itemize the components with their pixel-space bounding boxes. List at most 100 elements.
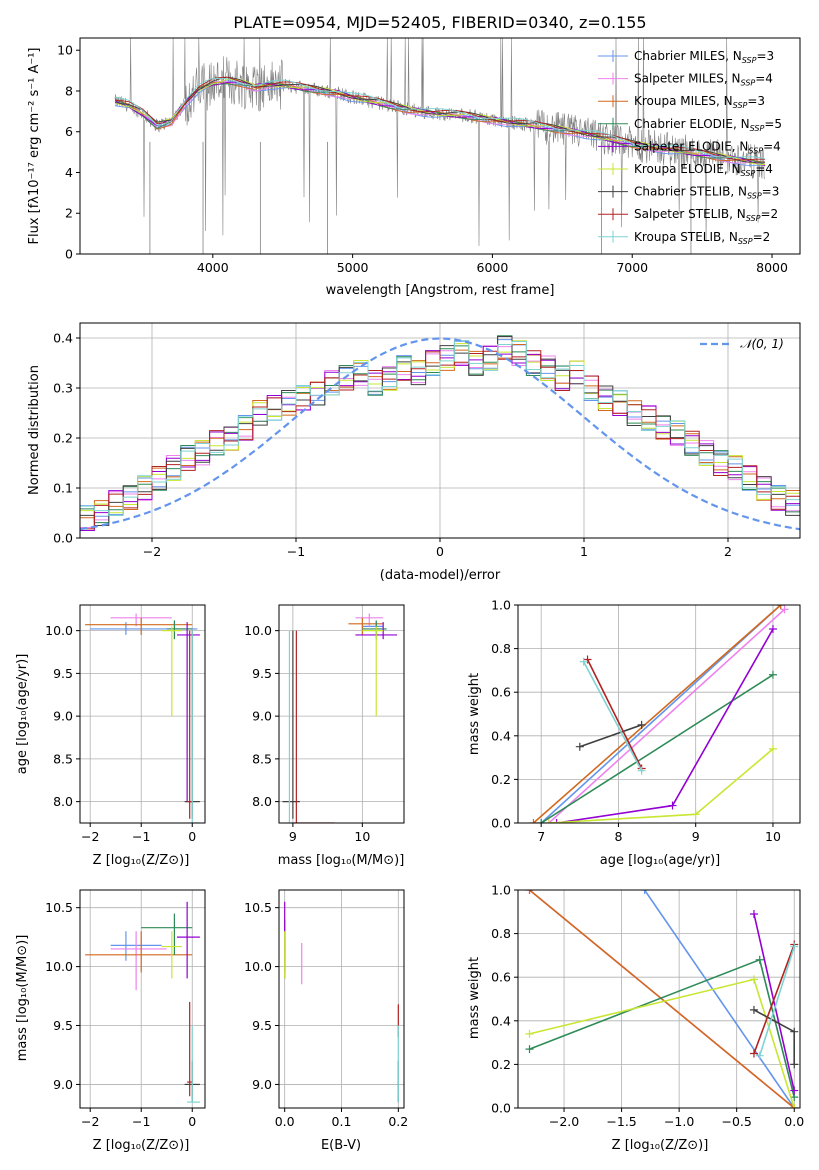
residuals-panel: −2 −1 0 1 2 0.0 0.1 0.2 0.3 0.4 𝒩(0, 1) [53,322,801,559]
age-vs-mass-ytick-label: 9.0 [252,709,272,724]
legend-label: Chabrier ELODIE, NSSP=5 [634,117,782,133]
weight-vs-Z-panel: −2.0 −1.5 −1.0 −0.5 0.0 0.0 0.2 0.4 0.6 0.8 1.0 [491,883,804,1130]
spectrum-panel: 4000 5000 6000 7000 8000 0 2 4 6 8 10 Chabrier MILE… [57,37,801,275]
weight-marker [749,975,758,984]
weight-vs-age-xtick-label: 9 [692,829,700,844]
mass-vs-ebv-plot-area [284,901,399,1103]
age-vs-Z-frame [79,604,206,824]
weight-marker [749,909,758,918]
weight-vs-Z-xtick-label: 0.0 [784,1114,804,1129]
age-vs-mass-ytick-label: 9.5 [252,666,272,681]
weight-marker [544,819,553,823]
weight-vs-Z-ytick-label: 0.4 [491,1013,511,1028]
spectrum-xtick-label: 4000 [197,260,229,275]
weight-marker [691,810,700,819]
spectrum-ytick-label: 0 [65,247,73,262]
mass-vs-ebv-xtick-label: 0.2 [388,1114,408,1129]
age-vs-Z-ytick-label: 9.0 [53,709,73,724]
weight-line [528,890,795,1108]
weight-marker [749,1049,758,1058]
weight-marker [575,742,584,751]
residuals-frame [79,322,801,539]
mass-vs-Z-xtick-label: 0 [188,1114,196,1129]
weight-line [753,913,795,1091]
residuals-ytick-label: 0.4 [53,331,73,346]
weight-vs-Z-ytick-label: 0.6 [491,970,511,985]
residuals-xtick-label: −2 [143,544,161,559]
weight-vs-age-plot-area [529,605,789,823]
weight-vs-age-frame [517,604,801,824]
spectrum-ytick-label: 10 [57,43,73,58]
spectrum-model-line [114,78,766,166]
spectrum-xtick-label: 8000 [756,260,788,275]
weight-marker [768,744,777,753]
mass-vs-Z-plot-area [85,901,200,1103]
weight-z-ylabel: mass weight [467,957,482,1039]
weight-marker [525,1045,534,1054]
weight-vs-Z-ytick-label: 0.0 [491,1101,511,1116]
residuals-plot-area [80,335,800,538]
age-vs-Z-ytick-label: 9.5 [53,666,73,681]
weight-marker [579,657,588,666]
spectrum-model-line [114,77,766,160]
age-vs-mass-xtick-label: 10 [354,829,370,844]
gaussian-legend-label: 𝒩(0, 1) [740,337,784,351]
spectrum-data-line [114,38,765,246]
weight-line [556,628,774,823]
weight-age-xlabel: age [log₁₀(age/yr)] [600,853,721,868]
spectrum-ytick-label: 8 [65,83,73,98]
mass-vs-Z-ytick-label: 10.0 [45,959,73,974]
weight-vs-age-ytick-label: 1.0 [491,598,511,613]
residual-histogram-step [80,350,800,538]
age-z-ylabel: age [log₁₀(age/yr)] [15,654,30,775]
weight-marker [790,942,799,951]
weight-marker [790,1060,799,1069]
residuals-ylabel: Normed distribution [27,365,42,495]
mass-vs-Z-ytick-label: 9.5 [53,1018,73,1033]
residual-histogram-step [80,340,800,538]
legend-label: Chabrier MILES, NSSP=3 [634,49,774,65]
residuals-xtick-label: 2 [724,544,732,559]
mass-vs-ebv-ytick-label: 10.0 [244,959,272,974]
weight-line [532,605,782,823]
weight-vs-Z-ytick-label: 1.0 [491,883,511,898]
residuals-ytick-label: 0.3 [53,381,73,396]
weight-vs-age-ytick-label: 0.6 [491,685,511,700]
age-vs-Z-panel: −2 −1 0 8.0 8.5 9.0 9.5 10.0 [45,604,206,844]
age-vs-mass-ytick-label: 8.5 [252,751,272,766]
spectrum-ytick-label: 6 [65,124,73,139]
mass-vs-ebv-xtick-label: 0.0 [275,1114,295,1129]
residuals-ytick-label: 0.0 [53,531,73,546]
spectrum-frame [79,37,801,255]
weight-line [753,944,795,1054]
weight-vs-Z-xtick-label: −0.5 [722,1114,752,1129]
spectrum-xtick-label: 7000 [616,260,648,275]
legend-label: Chabrier STELIB, NSSP=3 [634,185,779,201]
weight-marker [790,1027,799,1036]
age-vs-Z-plot-area [85,613,200,823]
weight-marker [749,1005,758,1014]
legend-label: Salpeter MILES, NSSP=4 [634,72,773,88]
mass-vs-ebv-xtick-label: 0.1 [332,1114,352,1129]
weight-marker [790,1104,799,1108]
legend-label: Kroupa MILES, NSSP=3 [634,94,765,110]
residuals-xlabel: (data-model)/error [380,568,501,583]
spectrum-xtick-label: 5000 [337,260,369,275]
mass-vs-ebv-ytick-label: 9.5 [252,1018,272,1033]
weight-marker [537,819,546,823]
spectrum-model-line [114,76,766,161]
weight-vs-age-ytick-label: 0.4 [491,728,511,743]
weight-line [540,605,782,823]
mass-vs-Z-ytick-label: 9.0 [53,1077,73,1092]
weight-marker [768,624,777,633]
residuals-xtick-label: −1 [287,544,305,559]
weight-marker [768,670,777,679]
mass-z-xlabel: Z [log₁₀(Z/Z⊙)] [93,1138,190,1153]
spectrum-xtick-label: 6000 [477,260,509,275]
spectrum-ytick-label: 2 [65,206,73,221]
weight-vs-Z-ytick-label: 0.2 [491,1057,511,1072]
weight-line [579,724,642,748]
spectrum-xlabel: wavelength [Angstrom, rest frame] [326,283,555,298]
